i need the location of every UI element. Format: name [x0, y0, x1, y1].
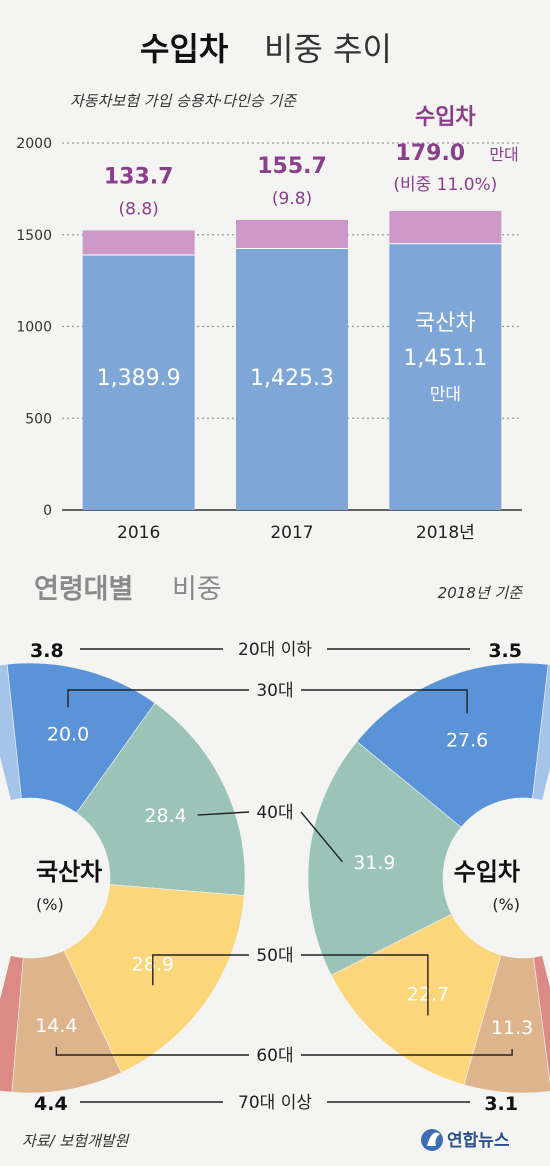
age-label: 30대	[256, 681, 293, 701]
yonhap-swirl-icon	[421, 1129, 443, 1151]
domestic-unit-label: 만대	[430, 385, 461, 405]
import-donut-unit: (%)	[492, 895, 520, 914]
domestic-donut-title: 국산차	[36, 858, 102, 886]
x-tick-label: 2016	[117, 523, 160, 543]
donut-slice	[6, 662, 156, 814]
import-value-label: 133.7	[104, 164, 174, 189]
chart-subtitle: 자동차보험 가입 승용차·다인승 기준	[70, 92, 297, 110]
connector-line	[152, 954, 249, 986]
edge-value-label: 3.5	[488, 640, 522, 662]
domestic-value-label: 1,451.1	[403, 346, 487, 371]
source-credit: 자료/ 보험개발원	[22, 1132, 130, 1150]
logo-text: 연합뉴스	[447, 1130, 510, 1151]
donut-slice	[533, 955, 550, 1084]
age-label: 70대 이상	[238, 1093, 312, 1113]
donut-slice	[463, 954, 550, 1094]
slice-value-label: 14.4	[35, 1015, 77, 1037]
connector-line	[55, 1047, 249, 1056]
import-share-label: (9.8)	[272, 189, 312, 209]
age-label: 60대	[256, 1046, 293, 1066]
bar-import	[236, 219, 348, 249]
age-label: 50대	[256, 946, 293, 966]
domestic-series-label: 국산차	[415, 311, 476, 336]
edge-value-label: 3.8	[30, 640, 64, 662]
page-title-rest: 비중 추이	[264, 30, 392, 68]
age-label: 40대	[256, 803, 293, 823]
connector-line	[301, 954, 429, 1016]
x-tick-label: 2018년	[416, 523, 475, 543]
y-tick-label: 0	[43, 503, 52, 519]
donut-slice	[330, 913, 502, 1086]
y-tick-label: 1000	[16, 320, 52, 336]
slice-value-label: 28.4	[144, 805, 186, 827]
y-tick-label: 500	[25, 411, 52, 427]
y-tick-label: 2000	[16, 136, 52, 152]
import-share-label: (비중 11.0%)	[393, 175, 497, 195]
bar-domestic	[236, 248, 348, 510]
page-title: 수입차	[140, 30, 229, 68]
bar-import	[82, 230, 195, 255]
donut-slice	[0, 955, 24, 1093]
slice-value-label: 11.3	[491, 1017, 533, 1039]
donut-slice	[356, 662, 549, 828]
import-donut-title: 수입차	[454, 858, 520, 886]
x-tick-label: 2017	[270, 523, 313, 543]
connector-line	[67, 689, 249, 708]
import-share-label: (8.8)	[119, 199, 159, 219]
domestic-value-label: 1,425.3	[250, 366, 334, 391]
y-tick-label: 1500	[16, 228, 52, 244]
connector-line	[197, 811, 250, 816]
slice-value-label: 20.0	[47, 723, 89, 745]
import-unit-label: 만대	[489, 145, 518, 164]
bar-domestic	[389, 243, 502, 510]
donut-slice	[76, 702, 246, 896]
edge-value-label: 4.4	[34, 1093, 68, 1115]
age-label: 20대 이하	[238, 640, 312, 660]
import-value-label: 155.7	[257, 154, 327, 179]
import-series-label: 수입차	[415, 105, 476, 130]
slice-value-label: 31.9	[353, 852, 395, 874]
connector-line	[300, 811, 343, 863]
age-section-title-rest: 비중	[172, 574, 222, 605]
connector-line	[301, 689, 468, 714]
connector-line	[301, 1049, 513, 1056]
age-section-title: 연령대별	[34, 574, 133, 605]
import-value-label: 179.0	[396, 141, 466, 166]
donut-slice	[307, 741, 462, 976]
bar-import	[389, 210, 502, 244]
domestic-donut-unit: (%)	[36, 895, 64, 914]
edge-value-label: 3.1	[484, 1093, 518, 1115]
domestic-value-label: 1,389.9	[97, 366, 181, 391]
age-basis-note: 2018년 기준	[438, 584, 524, 602]
bar-domestic	[82, 254, 195, 510]
import-share-bar-chart: 0 500 1000 1500 2000 2016 133.7 (8.8) 1,389.9 201…	[16, 105, 522, 543]
slice-value-label: 27.6	[446, 729, 488, 751]
